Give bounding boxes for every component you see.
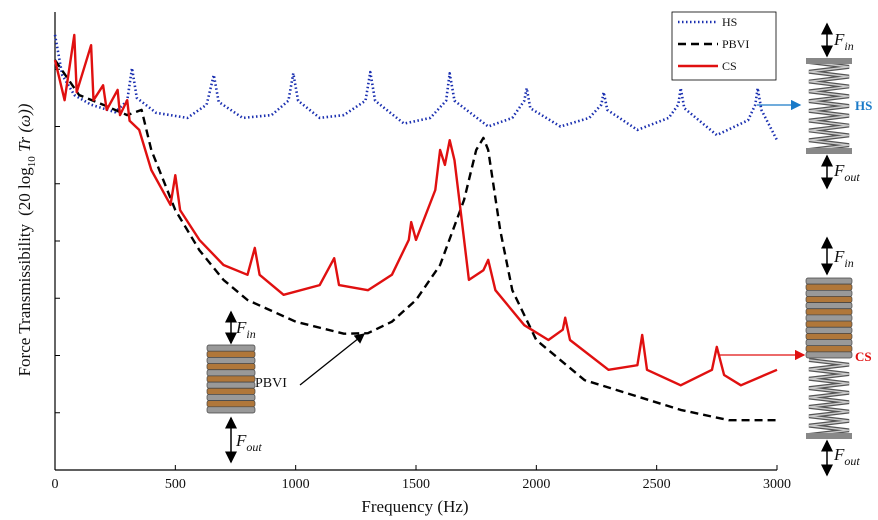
end-cap	[806, 433, 852, 439]
spring-coil-hl	[808, 359, 850, 436]
x-tick-label: 2500	[643, 477, 671, 492]
force-symbol: F	[833, 161, 845, 180]
force-symbol: F	[833, 445, 845, 464]
steel-plate	[805, 302, 853, 310]
force-subscript: out	[844, 170, 860, 184]
rubber-layer	[805, 320, 853, 328]
rubber-layer	[805, 283, 853, 291]
steel-plate	[206, 344, 256, 352]
x-tick-label: 2000	[522, 477, 550, 492]
force-label: Fin	[235, 318, 256, 341]
force-symbol: F	[833, 30, 845, 49]
rubber-layer	[206, 363, 256, 371]
force-symbol: F	[235, 318, 247, 337]
end-cap	[806, 58, 852, 64]
legend-box	[671, 11, 777, 81]
steel-plate	[206, 369, 256, 377]
force-label: Fin	[833, 30, 854, 53]
force-subscript: out	[844, 454, 860, 468]
x-tick-label: 0	[52, 477, 59, 492]
rubber-layer	[805, 333, 853, 340]
illustrations	[206, 22, 853, 477]
rubber-layer	[206, 387, 256, 395]
force-label: Fout	[235, 431, 262, 454]
spring-coil-hl	[808, 61, 850, 151]
y-label-tail: Tr (ω))	[15, 103, 34, 156]
force-label: Fout	[833, 445, 860, 468]
hs-label: HS	[855, 98, 872, 113]
rubber-layer	[805, 345, 853, 353]
steel-plate	[805, 314, 853, 322]
x-tick-label: 1000	[282, 477, 310, 492]
pbvi-label: PBVI	[255, 376, 287, 391]
steel-plate	[805, 326, 853, 334]
steel-plate	[206, 381, 256, 389]
y-axis-label: Force Transmissibility (20 log10 Tr (ω))	[15, 103, 38, 376]
series-line	[54, 59, 777, 422]
rubber-layer	[206, 350, 256, 358]
x-axis-label: Frequency (Hz)	[361, 497, 468, 516]
force-label: Fout	[833, 161, 860, 184]
legend-label: PBVI	[722, 37, 749, 51]
force-subscript: in	[844, 39, 853, 53]
rubber-layer	[805, 308, 853, 316]
legend-label: HS	[722, 15, 737, 29]
x-tick-label: 3000	[763, 477, 791, 492]
y-label-sub: 10	[26, 156, 38, 168]
legend-label: CS	[722, 59, 737, 73]
x-tick-label: 1500	[402, 477, 430, 492]
steel-plate	[805, 277, 853, 285]
end-cap	[806, 148, 852, 154]
force-label: Fin	[833, 247, 854, 270]
pbvi-arrow	[299, 333, 366, 386]
rubber-layer	[805, 296, 853, 303]
steel-plate	[805, 289, 853, 297]
steel-plate	[206, 394, 256, 401]
steel-plate	[206, 406, 256, 414]
rubber-layer	[206, 375, 256, 383]
legend: HS PBVI CS	[671, 11, 777, 81]
series-line	[53, 34, 779, 141]
steel-plate	[805, 339, 853, 347]
rubber-layer	[206, 400, 256, 408]
x-tick-label: 500	[165, 477, 186, 492]
force-subscript: in	[844, 256, 853, 270]
force-subscript: in	[246, 327, 255, 341]
axes: 0 500 1000 1500 2000 2500 3000	[52, 12, 791, 492]
force-subscript: out	[246, 440, 262, 454]
force-symbol: F	[235, 431, 247, 450]
steel-plate	[206, 357, 256, 364]
y-label-formula: (20 log	[15, 167, 34, 216]
force-symbol: F	[833, 247, 845, 266]
y-label-main: Force Transmissibility	[15, 223, 34, 376]
cs-label: CS	[855, 349, 872, 364]
series-line	[53, 33, 778, 387]
steel-plate	[805, 351, 853, 359]
plot-area	[53, 33, 779, 422]
